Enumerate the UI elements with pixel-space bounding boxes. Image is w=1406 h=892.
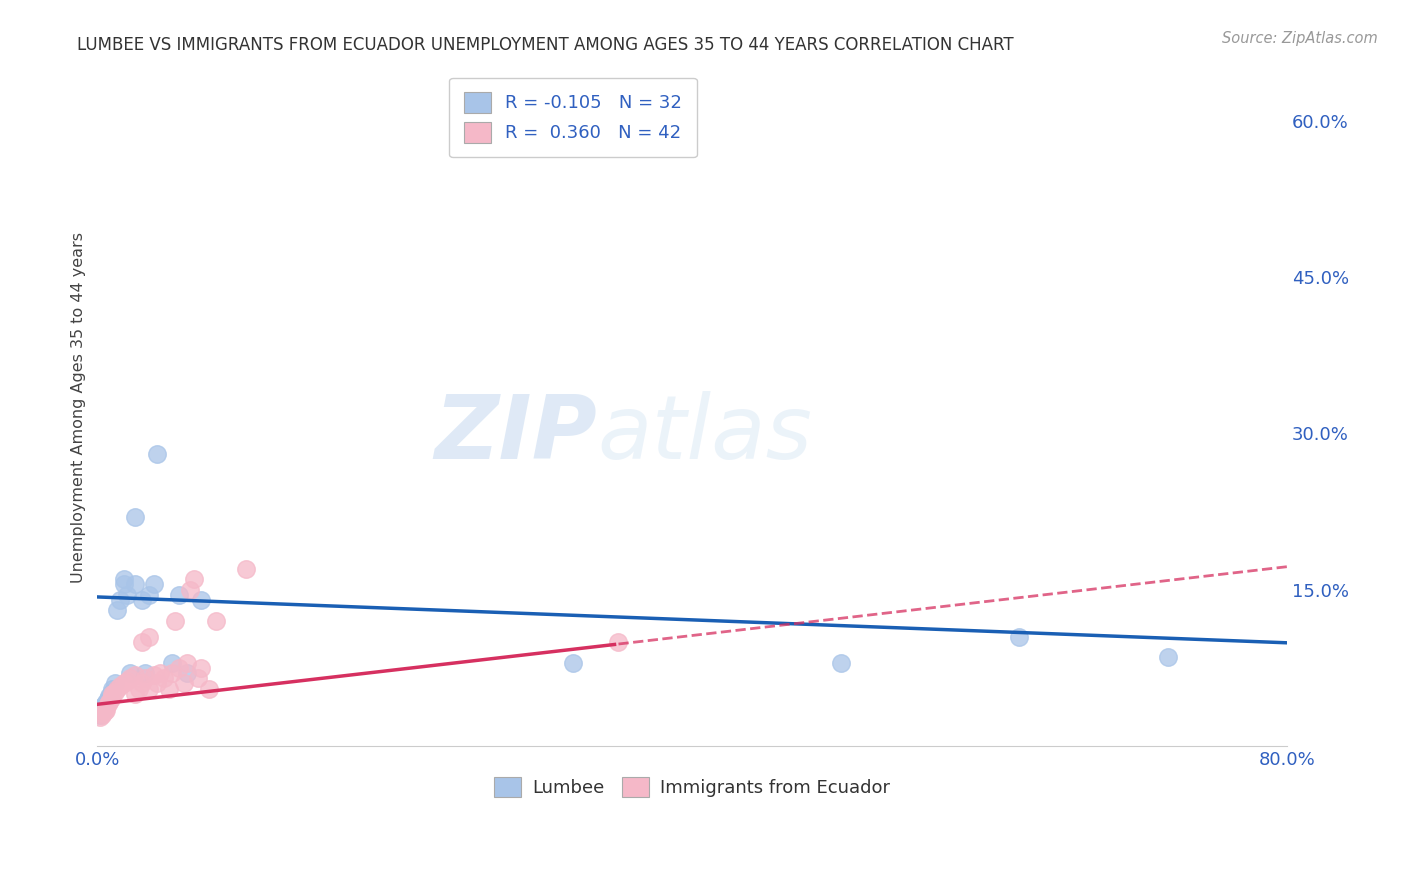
Text: Source: ZipAtlas.com: Source: ZipAtlas.com	[1222, 31, 1378, 46]
Point	[163, 614, 186, 628]
Point	[124, 687, 146, 701]
Point	[142, 577, 165, 591]
Point	[124, 668, 146, 682]
Point	[90, 707, 112, 722]
Point	[1008, 630, 1031, 644]
Point	[183, 572, 205, 586]
Point	[128, 681, 150, 696]
Point	[94, 704, 117, 718]
Point	[90, 702, 112, 716]
Point	[91, 706, 114, 720]
Point	[112, 676, 135, 690]
Text: atlas: atlas	[598, 392, 811, 477]
Point	[115, 588, 138, 602]
Point	[167, 588, 190, 602]
Point	[562, 656, 585, 670]
Point	[101, 687, 124, 701]
Point	[190, 661, 212, 675]
Point	[235, 562, 257, 576]
Point	[96, 695, 118, 709]
Point	[131, 593, 153, 607]
Point	[89, 707, 111, 722]
Point	[176, 666, 198, 681]
Point	[91, 699, 114, 714]
Point	[146, 676, 169, 690]
Point	[100, 687, 122, 701]
Point	[89, 710, 111, 724]
Point	[101, 685, 124, 699]
Point	[120, 666, 142, 681]
Point	[97, 698, 120, 712]
Point	[104, 676, 127, 690]
Point	[134, 671, 156, 685]
Point	[830, 656, 852, 670]
Point	[157, 681, 180, 696]
Point	[97, 692, 120, 706]
Point	[112, 572, 135, 586]
Point	[105, 603, 128, 617]
Point	[94, 698, 117, 712]
Point	[108, 679, 131, 693]
Text: ZIP: ZIP	[434, 391, 598, 478]
Point	[142, 668, 165, 682]
Point	[146, 447, 169, 461]
Point	[173, 676, 195, 690]
Point	[187, 671, 209, 685]
Point	[205, 614, 228, 628]
Point	[160, 666, 183, 681]
Point	[179, 582, 201, 597]
Point	[100, 692, 122, 706]
Point	[115, 674, 138, 689]
Point	[131, 634, 153, 648]
Point	[101, 689, 124, 703]
Point	[124, 509, 146, 524]
Point	[98, 689, 121, 703]
Legend: Lumbee, Immigrants from Ecuador: Lumbee, Immigrants from Ecuador	[486, 770, 897, 805]
Point	[104, 685, 127, 699]
Text: LUMBEE VS IMMIGRANTS FROM ECUADOR UNEMPLOYMENT AMONG AGES 35 TO 44 YEARS CORRELA: LUMBEE VS IMMIGRANTS FROM ECUADOR UNEMPL…	[77, 36, 1014, 54]
Point	[112, 577, 135, 591]
Y-axis label: Unemployment Among Ages 35 to 44 years: Unemployment Among Ages 35 to 44 years	[72, 232, 86, 582]
Point	[131, 676, 153, 690]
Point	[138, 630, 160, 644]
Point	[190, 593, 212, 607]
Point	[105, 681, 128, 696]
Point	[108, 593, 131, 607]
Point	[101, 681, 124, 696]
Point	[198, 681, 221, 696]
Point	[138, 588, 160, 602]
Point	[120, 671, 142, 685]
Point	[1157, 650, 1180, 665]
Point	[98, 695, 121, 709]
Point	[160, 656, 183, 670]
Point	[124, 577, 146, 591]
Point	[149, 666, 172, 681]
Point	[134, 666, 156, 681]
Point	[138, 681, 160, 696]
Point	[176, 656, 198, 670]
Point	[606, 634, 628, 648]
Point	[153, 671, 176, 685]
Point	[96, 702, 118, 716]
Point	[167, 661, 190, 675]
